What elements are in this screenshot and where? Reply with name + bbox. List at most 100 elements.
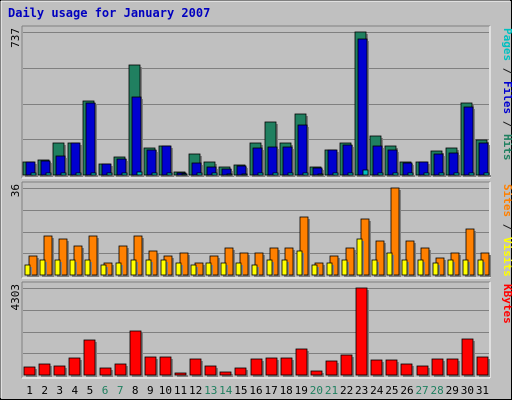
chart-title: Daily usage for January 2007 [8,6,210,20]
bar-files-day-2 [40,160,51,176]
legend-entry: / [501,217,512,237]
bar-shadow [456,175,461,177]
legend-entry: Sites [501,184,512,217]
bar-shadow [260,175,265,177]
bar-pages-day-24 [377,172,384,176]
bar-kbytes-day-10 [159,356,172,376]
bar-kbytes-day-31 [476,356,489,376]
bar-kbytes-day-19 [295,348,308,376]
bar-pages-day-10 [166,172,173,176]
bar-files-day-4 [70,142,81,176]
bar-files-day-15 [236,165,247,176]
bar-visits-day-2 [43,235,53,276]
bar-shadow [169,175,174,177]
series-sites [24,238,485,277]
bar-shadow [179,175,188,177]
bar-shadow [305,175,310,177]
bar-shadow [222,374,233,377]
bar-kbytes-day-3 [53,365,66,376]
day-label-8: 8 [132,384,139,397]
day-label-13: 13 [204,384,217,397]
bar-kbytes-day-30 [461,338,474,376]
bar-kbytes-day-4 [68,357,81,376]
bar-pages-day-28 [438,172,445,176]
bar-kbytes-day-22 [340,354,353,376]
legend-entry: Files [501,81,512,114]
bar-sites-day-25 [386,252,393,276]
bar-sites-day-6 [100,264,107,276]
bar-sites-day-28 [432,262,439,276]
series-pages [30,169,491,177]
series-files [25,38,490,177]
bar-sites-day-16 [251,264,258,276]
bar-sites-day-18 [281,259,288,276]
day-label-14: 14 [219,384,233,397]
bar-files-day-22 [342,144,353,176]
series-legend: KBytes [501,284,512,324]
day-label-6: 6 [102,384,109,397]
bar-sites-day-17 [266,259,273,276]
bar-files-day-21 [327,149,338,176]
day-label-2: 2 [41,384,48,397]
bar-kbytes-day-11 [174,372,187,376]
bar-pages-day-19 [302,172,309,176]
series-kbytes [23,287,490,377]
series-legend: Sites / Visits [501,184,512,277]
day-label-16: 16 [249,384,262,397]
bar-files-day-29 [448,152,459,176]
bar-files-day-28 [433,153,444,176]
day-label-19: 19 [295,384,308,397]
bar-pages-day-9 [151,172,158,176]
bar-shadow [275,175,280,177]
day-label-11: 11 [174,384,187,397]
bar-pages-day-31 [483,172,490,176]
bar-sites-day-23 [356,238,363,276]
bar-kbytes-day-17 [265,357,278,376]
series-legend: Pages / Files / Hits [501,28,512,161]
bar-visits-day-14 [224,247,234,276]
bar-sites-day-29 [447,259,454,276]
bar-pages-day-15 [241,173,248,176]
day-label-28: 28 [431,384,444,397]
bar-pages-day-13 [211,172,218,176]
legend-entry: Visits [501,237,512,277]
bar-files-day-30 [463,106,474,176]
bar-kbytes-day-15 [234,367,247,376]
bar-kbytes-day-28 [431,358,444,376]
bar-kbytes-day-14 [219,371,232,376]
bar-kbytes-day-5 [83,339,96,376]
legend-entry: / [501,114,512,134]
bar-sites-day-26 [401,259,408,276]
bar-shadow [199,175,204,177]
bar-pages-day-29 [453,172,460,176]
bar-sites-day-20 [311,264,318,276]
bar-files-day-13 [206,166,217,176]
panels-group: 737 Pages / Files / Hits 36 Sites / Visits 4… [9,25,512,379]
bar-files-day-25 [387,149,398,176]
bar-pages-day-25 [392,172,399,176]
bar-sites-day-4 [69,259,76,276]
day-label-23: 23 [355,384,368,397]
day-label-31: 31 [476,384,489,397]
bar-kbytes-day-2 [38,363,51,376]
bar-shadow [214,175,219,177]
bar-files-day-12 [191,162,202,176]
panel-pages_files_hits: 737 Pages / Files / Hits [9,25,512,179]
bar-kbytes-day-25 [385,359,398,376]
bar-files-day-8 [131,96,142,176]
bar-kbytes-day-20 [310,370,323,376]
panel-visits_sites: 36 Sites / Visits [9,181,512,279]
bar-pages-day-12 [196,172,203,176]
bar-files-day-18 [282,146,293,176]
bar-files-day-3 [55,155,66,176]
bar-kbytes-day-23 [355,287,368,376]
day-label-12: 12 [189,384,202,397]
bar-pages-day-7 [121,172,128,176]
day-label-25: 25 [385,384,398,397]
bar-shadow [486,175,491,177]
bar-sites-day-14 [220,262,227,276]
bar-pages-day-5 [90,172,97,176]
day-label-27: 27 [415,384,428,397]
bar-shadow [229,176,234,177]
